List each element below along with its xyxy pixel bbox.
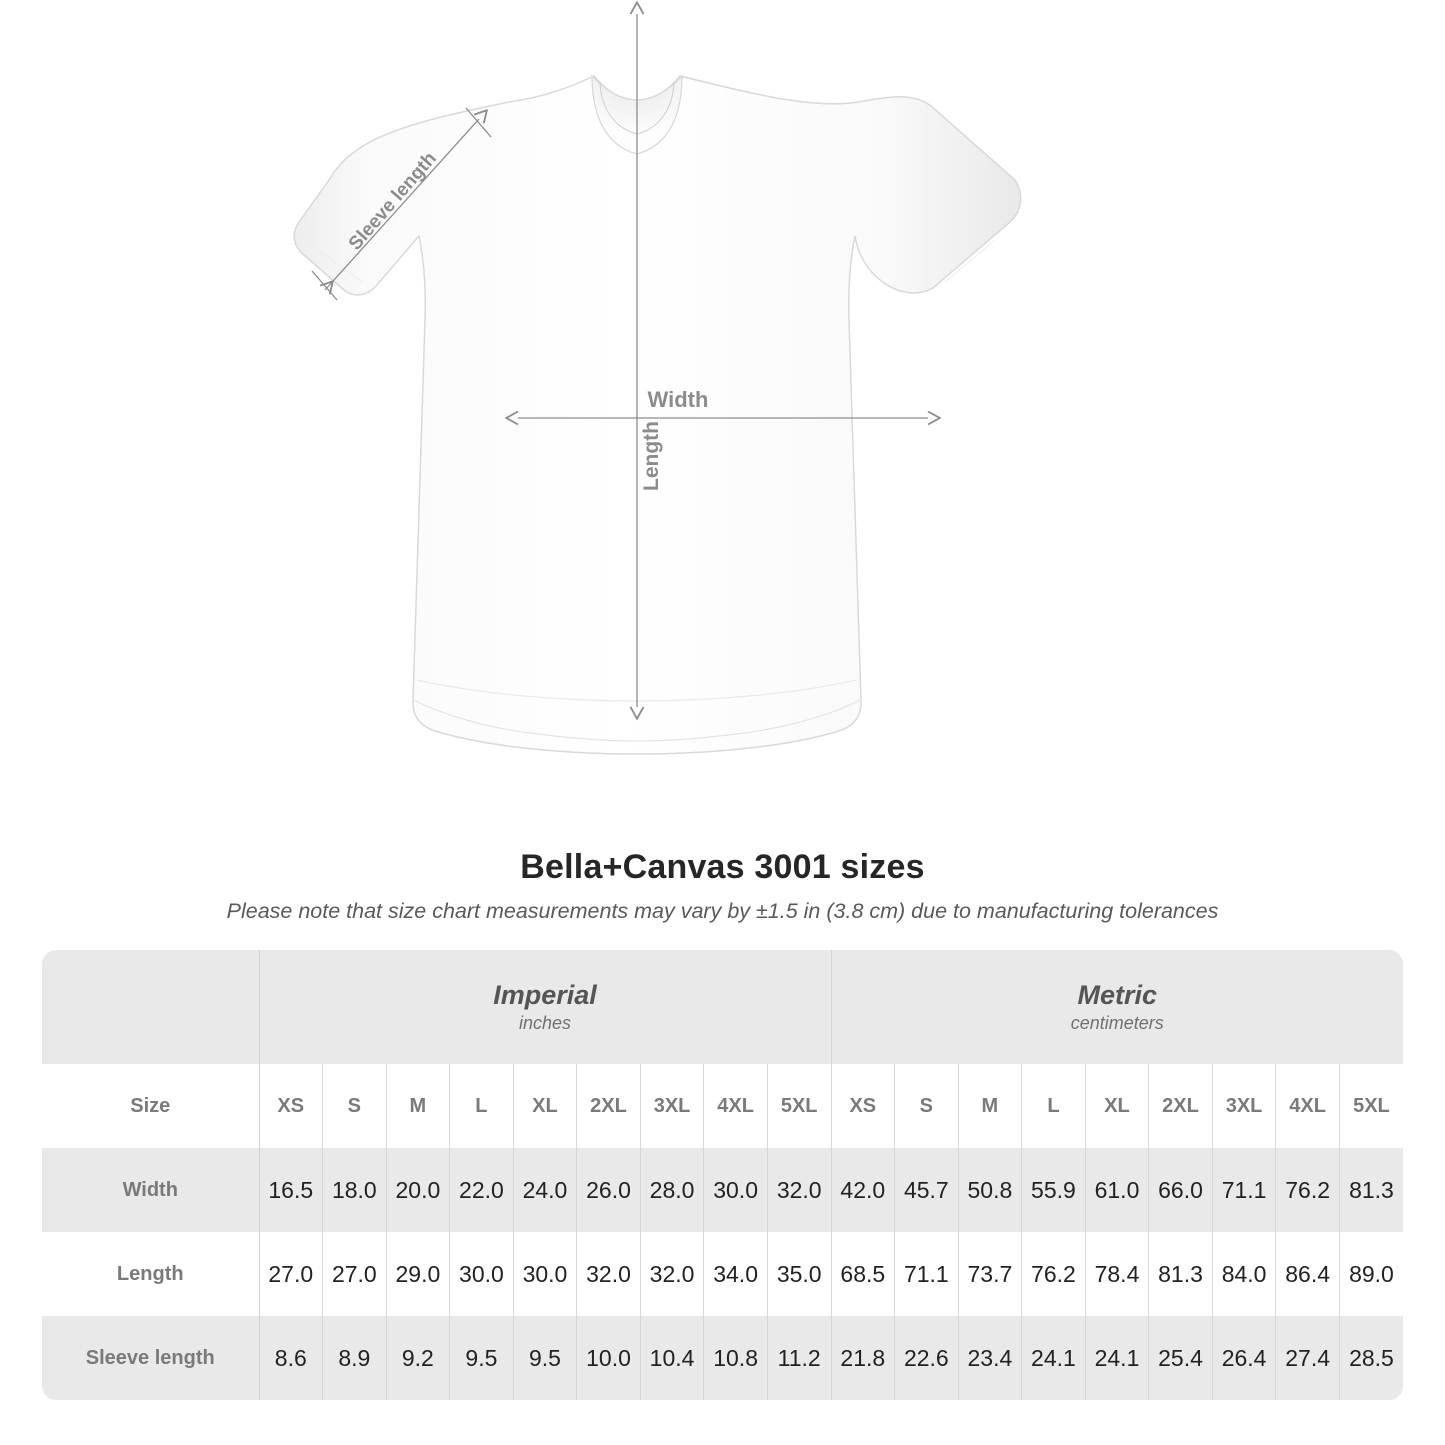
svg-text:Length: Length: [640, 421, 663, 491]
svg-text:Width: Width: [648, 387, 709, 412]
